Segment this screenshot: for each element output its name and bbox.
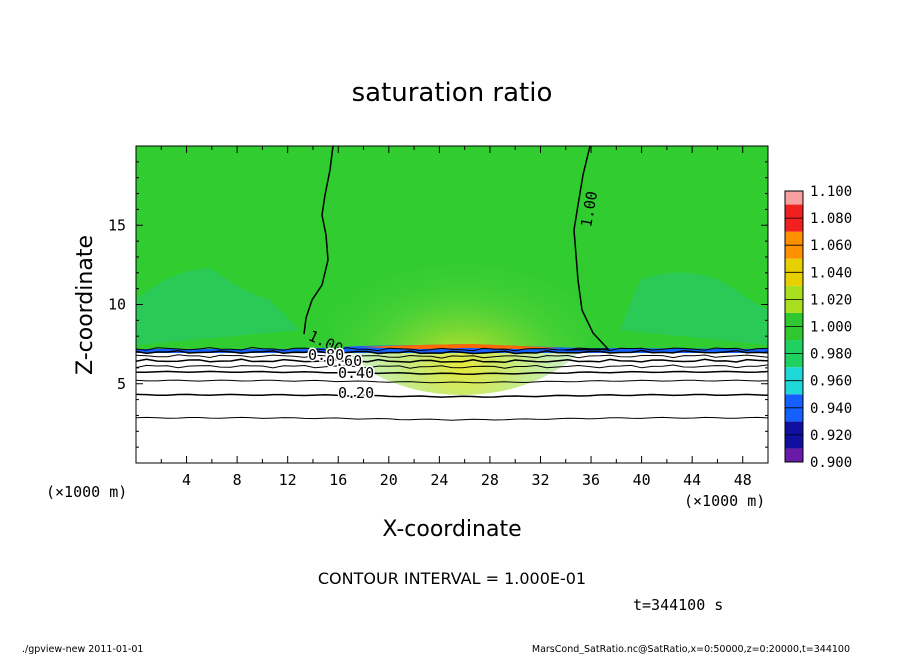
contour-line [136,349,768,355]
colorbar-cell [785,272,803,286]
footer-right: MarsCond_SatRatio.nc@SatRatio,x=0:50000,… [532,644,850,654]
x-tick-label: 20 [380,471,398,489]
colorbar-cell [785,204,803,219]
time-label: t=344100 s [633,596,723,614]
colorbar-label: 0.980 [810,347,852,363]
colorbar [784,190,804,463]
colorbar-cell [785,245,803,259]
contour-label: 0.40 [338,364,374,382]
contour-line [136,370,768,375]
contour-line [136,393,768,398]
contour-line [136,379,768,384]
contour-line [136,364,768,369]
colorbar-cell [785,312,803,327]
y-tick-label: 15 [108,216,126,234]
contour-label-group: 1.00 1.00 0.80 0.60 0.40 0.20 [304,188,603,403]
colorbar-label: 1.000 [810,320,852,336]
colorbar-cell [785,448,803,462]
x-tick-label: 28 [481,471,499,489]
x-tick-label: 48 [734,471,752,489]
colorbar-cell [785,367,803,381]
colorbar-label: 0.940 [810,401,852,417]
colorbar-cell [785,380,803,395]
x-tick-label: 4 [182,471,191,489]
colorbar-label: 1.020 [810,292,852,308]
y-axis-title: Z-coordinate [73,235,98,375]
x-axis-title: X-coordinate [382,517,521,542]
colorbar-cell [785,218,803,232]
colorbar-cell [785,258,803,273]
contour-line [136,354,768,359]
x-tick-label: 40 [633,471,651,489]
colorbar-cell [785,340,803,354]
colorbar-cell [785,434,803,449]
contour-label: 0.60 [326,352,362,370]
contour-label: 0.80 [308,346,344,364]
colorbar-cell [785,353,803,368]
colorbar-label: 1.100 [810,184,852,200]
colorbar-cell [785,394,803,408]
colorbar-cell [785,421,803,435]
x-unit-label: (×1000 m) [684,492,765,510]
z-unit-label: (×1000 m) [46,483,127,501]
contour-1-right [564,146,610,351]
x-tick-label: 32 [531,471,549,489]
colorbar-label: 0.900 [810,455,852,471]
colorbar-label: 0.920 [810,428,852,444]
colorbar-cell [785,326,803,341]
footer-left: ./gpview-new 2011-01-01 [22,644,143,654]
contour-line [136,346,768,352]
x-tick-label: 8 [233,471,242,489]
x-tick-label: 12 [279,471,297,489]
contour-line [136,358,768,364]
colorbar-label: 0.960 [810,374,852,390]
x-tick-label: 36 [582,471,600,489]
colorbar-label: 1.080 [810,211,852,227]
axis-ticks [136,146,768,463]
y-tick-label: 5 [117,375,126,393]
colorbar-label: 1.040 [810,265,852,281]
contour-line [136,416,768,421]
contour-lines [136,346,768,421]
near-saturation-patches [136,268,768,345]
colorbar-labels: 0.900 0.920 0.940 0.960 0.980 1.000 1.020 1.040… [810,184,852,471]
y-tick-labels: 5 10 15 [108,216,126,393]
colorbar-label: 1.060 [810,238,852,254]
plot-area [136,146,768,463]
contour-1-left [303,146,334,335]
contour-label: 0.20 [338,384,374,402]
colorbar-cell [785,231,803,246]
colorbar-cell [785,285,803,300]
x-tick-label: 44 [683,471,701,489]
y-tick-label: 10 [108,296,126,314]
x-tick-label: 24 [430,471,448,489]
x-tick-label: 16 [329,471,347,489]
cloud-base-hot-band [360,344,560,349]
colorbar-cell [785,407,803,422]
colorbar-cell [785,299,803,313]
chart-title: saturation ratio [352,78,553,108]
x-tick-labels: 4 8 12 16 20 24 28 32 36 40 44 48 [182,471,752,489]
contour-interval-note: CONTOUR INTERVAL = 1.000E-01 [318,569,586,588]
colorbar-cell [785,191,803,205]
